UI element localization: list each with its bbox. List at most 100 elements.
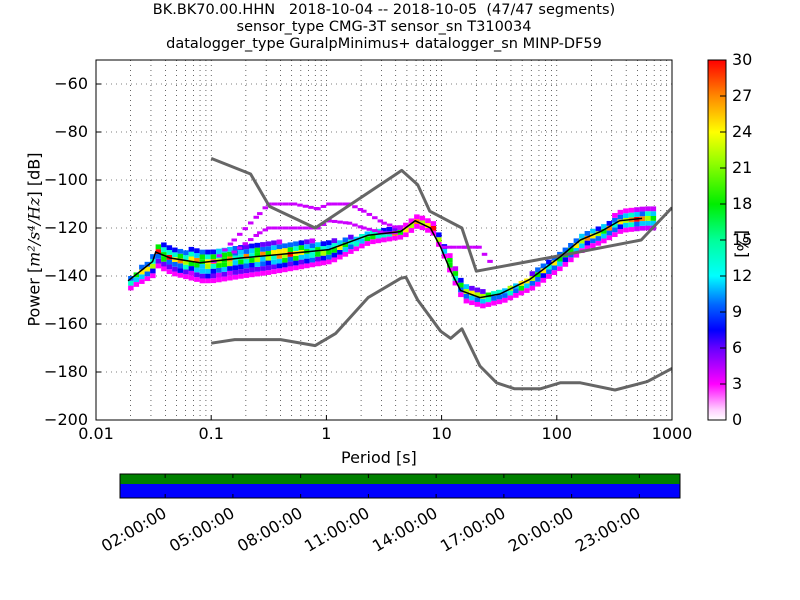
pdf-cell [584, 245, 591, 251]
pdf-cell [364, 241, 371, 246]
pdf-cell [337, 254, 343, 260]
pdf-cell [639, 225, 646, 231]
outlier-cell [472, 245, 479, 249]
pdf-cell [469, 290, 475, 296]
outlier-cell [231, 250, 237, 254]
pdf-cell [227, 275, 233, 281]
pdf-cell [232, 260, 239, 266]
pdf-cell [650, 206, 657, 212]
pdf-cell [546, 259, 552, 265]
pdf-cell [430, 221, 437, 226]
pdf-cell [243, 268, 250, 274]
pdf-cell [254, 271, 261, 277]
pdf-cell [639, 206, 646, 212]
pdf-cell [183, 274, 189, 280]
pdf-cell [331, 238, 338, 244]
pdf-cell [287, 256, 294, 262]
pdf-cell [227, 251, 233, 257]
pdf-cell [502, 297, 508, 303]
pdf-cell [579, 233, 585, 239]
outlier-cell [352, 223, 358, 227]
pdf-cell [639, 216, 646, 222]
pdf-cell [282, 252, 288, 258]
pdf-cell [238, 269, 244, 274]
pdf-cell [243, 273, 250, 278]
pdf-cell [584, 235, 591, 241]
pdf-cell [546, 274, 552, 279]
pdf-cell [529, 285, 536, 291]
pdf-cell [617, 209, 624, 215]
pdf-cell [309, 248, 316, 253]
pdf-cell [568, 242, 574, 248]
pdf-cell [617, 219, 624, 225]
pdf-cell [205, 249, 211, 255]
pdf-cell [590, 228, 596, 234]
pdf-cell [573, 238, 580, 244]
outlier-cell [262, 206, 269, 210]
pdf-cell [403, 227, 409, 233]
pdf-cell [408, 228, 415, 233]
pdf-cell [260, 266, 266, 271]
pdf-cell [331, 252, 338, 258]
outlier-cell [315, 226, 321, 230]
pdf-cell [535, 281, 541, 287]
pdf-cell [326, 245, 332, 250]
pdf-cell [645, 220, 651, 226]
pdf-cell [634, 207, 640, 213]
pdf-cell [249, 262, 255, 268]
pdf-cell [172, 261, 178, 267]
pdf-cell [447, 262, 453, 268]
pdf-cell [502, 293, 508, 298]
outlier-cell [352, 205, 358, 209]
pdf-cell [188, 266, 195, 271]
pdf-cell [540, 273, 547, 278]
pdf-cell [540, 263, 547, 269]
outlier-cell [476, 245, 482, 249]
outlier-cell [446, 245, 452, 249]
pdf-cell [183, 269, 189, 275]
pdf-cell [342, 251, 349, 257]
pdf-cell [507, 290, 514, 296]
pdf-cell [419, 220, 426, 226]
pdf-cell [469, 295, 475, 301]
pdf-cell [650, 220, 657, 226]
outlier-cell [242, 242, 248, 246]
pdf-cell [617, 224, 624, 230]
outlier-cell [326, 202, 332, 206]
pdf-cell [568, 257, 574, 263]
mode-line-group [127, 217, 643, 299]
pdf-cell [595, 240, 602, 246]
outlier-cell [271, 202, 278, 206]
pdf-cell [337, 240, 343, 246]
pdf-cell [315, 247, 321, 252]
pdf-cell [309, 243, 316, 249]
colorbar-tick-label: 30 [732, 50, 753, 69]
pdf-cell [221, 266, 228, 272]
pdf-cell [617, 229, 624, 234]
outlier-cell [337, 202, 343, 206]
pdf-cell [529, 280, 536, 286]
pdf-cell [480, 303, 486, 309]
pdf-cell [458, 277, 464, 283]
pdf-cell [238, 273, 244, 279]
pdf-cell [155, 253, 162, 259]
pdf-cell [480, 289, 486, 294]
pdf-cell [304, 258, 310, 264]
pdf-cell [282, 262, 288, 268]
pdf-cell [249, 248, 255, 254]
pdf-cell [227, 266, 233, 271]
pdf-cell [606, 235, 613, 241]
pdf-cell [447, 253, 453, 258]
pdf-cell [557, 266, 563, 272]
pdf-cell [392, 226, 398, 231]
pdf-cell [337, 245, 343, 250]
pdf-cell [227, 246, 233, 252]
pdf-cell [452, 275, 459, 281]
pdf-cell [639, 211, 646, 217]
pdf-cell [271, 259, 277, 265]
pdf-cell [595, 226, 602, 232]
pdf-cell [513, 288, 519, 294]
pdf-cell [210, 273, 217, 279]
pdf-cell [573, 243, 580, 248]
used-segment-bar [120, 474, 680, 484]
